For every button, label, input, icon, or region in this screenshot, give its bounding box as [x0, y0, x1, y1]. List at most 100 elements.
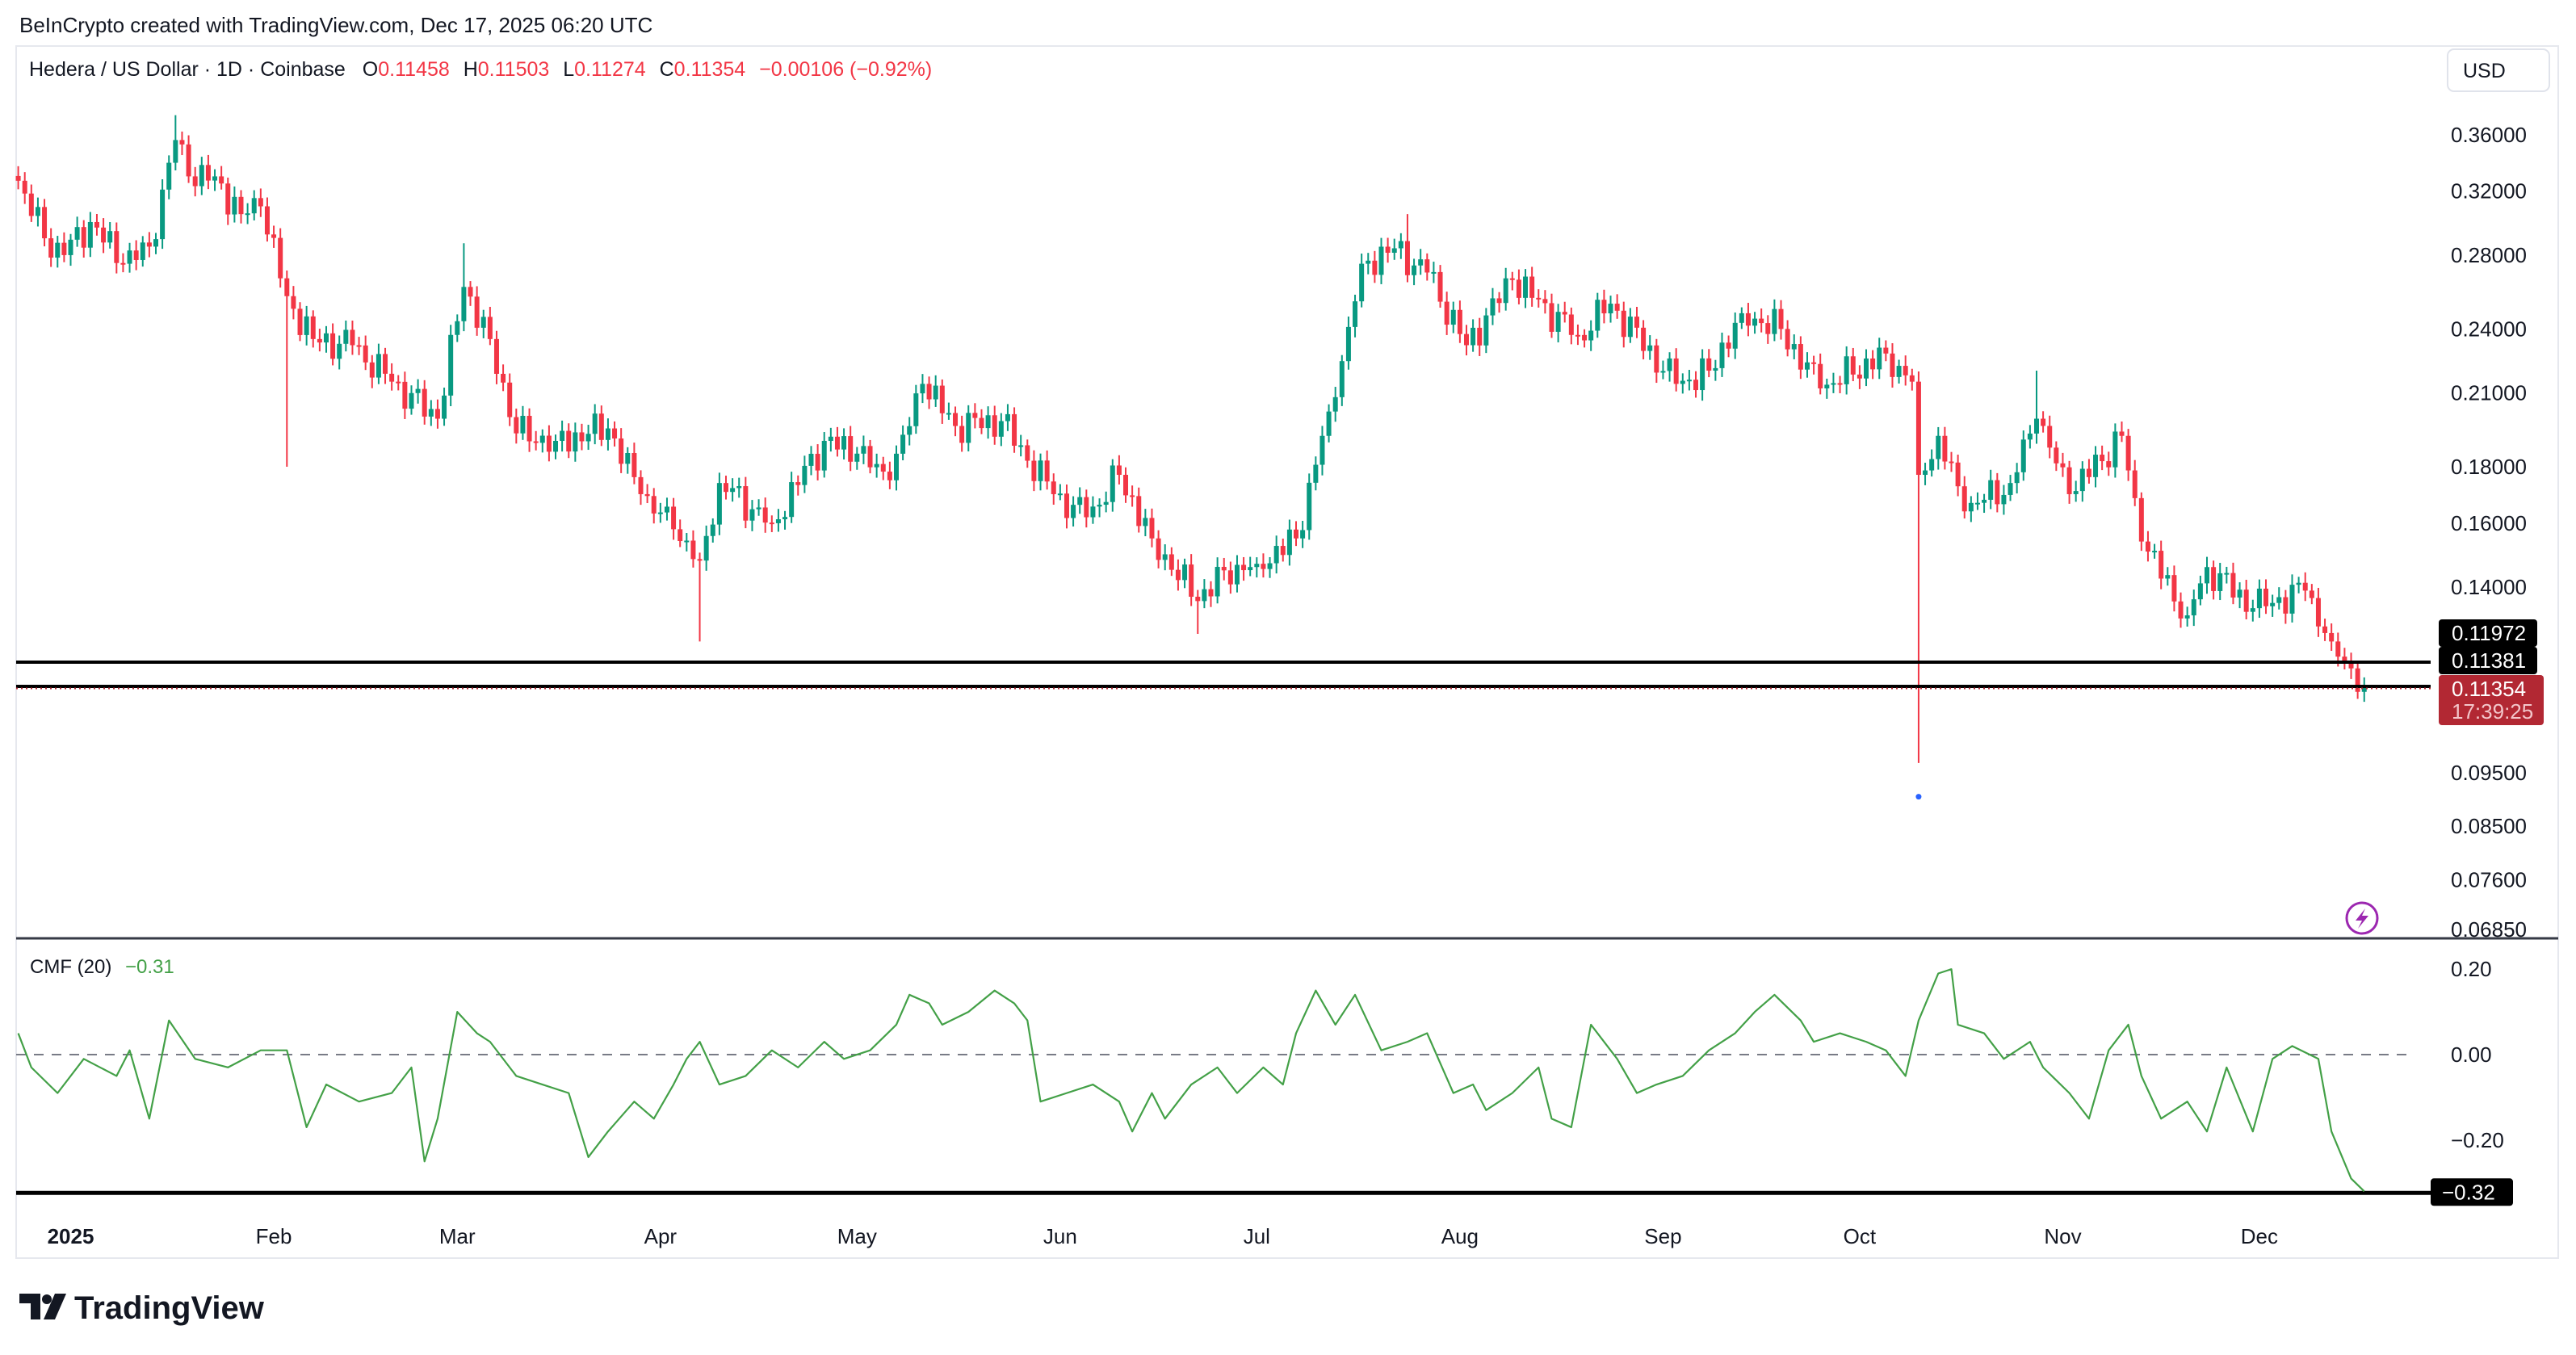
price-marker-label-box: [2439, 647, 2537, 674]
candle-body: [35, 207, 40, 216]
candle-body: [1844, 356, 1849, 384]
candle-body: [2112, 431, 2118, 468]
candle-body: [133, 250, 139, 260]
time-tick-label: Apr: [644, 1224, 678, 1248]
candle-body: [2361, 687, 2367, 692]
price-tick-label: 0.07600: [2451, 868, 2527, 892]
candle-body: [1326, 411, 1332, 436]
price-tick-label: 0.16000: [2451, 511, 2527, 535]
candle-body: [153, 239, 158, 247]
candle-body: [1313, 464, 1319, 483]
candle-body: [1588, 330, 1594, 341]
candle-body: [1791, 344, 1797, 350]
candle-body: [114, 231, 120, 263]
candle-body: [1765, 323, 1771, 334]
candle-body: [2066, 467, 2072, 494]
price-axis[interactable]: 0.36000 0.32000 0.28000 0.24000 0.21000 0.180…: [2451, 123, 2527, 942]
candle-body: [415, 388, 421, 393]
candle-body: [22, 180, 27, 194]
candle-body: [1627, 317, 1633, 338]
candle-body: [2138, 497, 2144, 542]
candle-body: [127, 250, 132, 264]
candle-body: [2256, 588, 2262, 609]
candle-body: [2355, 668, 2360, 692]
candle-body: [1555, 312, 1561, 332]
candle-body: [2243, 589, 2249, 612]
open-label: O: [363, 58, 378, 81]
candle-body: [1982, 499, 1987, 503]
candle-body: [1837, 383, 1843, 385]
candle-body: [2335, 641, 2341, 657]
candle-body: [1031, 460, 1037, 481]
close-label: C: [660, 58, 674, 81]
time-tick-label: Dec: [2241, 1224, 2278, 1248]
cmf-series-line: [17, 968, 2365, 1193]
candle-body: [651, 496, 657, 514]
candle-body: [225, 183, 231, 215]
candle-body: [2329, 632, 2335, 642]
candle-body: [474, 296, 480, 328]
candle-body: [671, 506, 677, 530]
candle-body: [2197, 583, 2203, 600]
candle-body: [1915, 381, 1921, 476]
lightning-icon[interactable]: [2345, 901, 2379, 935]
tradingview-logo[interactable]: TradingView: [19, 1290, 265, 1326]
candle-body: [1103, 501, 1109, 506]
candle-body: [880, 464, 886, 472]
open-value: 0.11458: [378, 58, 450, 81]
candle-body: [2283, 597, 2289, 614]
candle-body: [166, 162, 172, 190]
candle-body: [1168, 554, 1174, 570]
candle-body: [173, 140, 178, 163]
time-tick-label: Sep: [1644, 1224, 1681, 1248]
candle-body: [428, 409, 434, 417]
price-tick-label: 0.14000: [2451, 575, 2527, 599]
candle-body: [1818, 363, 1823, 388]
cmf-tick-label: 0.00: [2451, 1042, 2492, 1067]
candle-body: [68, 239, 73, 255]
candle-body: [284, 278, 290, 296]
candle-body: [1038, 460, 1043, 481]
cmf-axis[interactable]: 0.20 0.00 −0.20 −0.32: [16, 957, 2513, 1206]
candle-body: [1824, 384, 1830, 388]
candle-body: [1601, 300, 1607, 314]
candle-body: [1654, 345, 1659, 373]
candle-body: [887, 472, 892, 480]
time-tick-label: Oct: [1844, 1224, 1877, 1248]
candle-body: [1051, 481, 1056, 494]
candle-body: [592, 413, 598, 434]
candle-body: [1909, 375, 1915, 382]
candle-body: [579, 432, 585, 442]
candle-body: [2100, 455, 2105, 462]
candle-body: [2296, 582, 2301, 585]
candle-body: [2106, 461, 2112, 468]
candle-body: [546, 435, 552, 452]
price-tick-label: 0.24000: [2451, 317, 2527, 341]
time-axis[interactable]: 2025 Feb Mar Apr May Jun Jul Aug Sep Oct Nov Dec: [48, 1224, 2278, 1248]
candle-body: [979, 417, 984, 429]
currency-button[interactable]: USD: [2447, 48, 2550, 92]
candle-body: [1693, 380, 1699, 391]
close-value: 0.11354: [674, 58, 746, 81]
candle-body: [1215, 567, 1220, 597]
candle-body: [1752, 318, 1758, 326]
candle-body: [1044, 460, 1050, 482]
candle-body: [657, 512, 663, 514]
candle-body: [219, 176, 224, 184]
candle-body: [1412, 265, 1417, 275]
candle-body: [1582, 334, 1588, 341]
candle-body: [1496, 298, 1502, 304]
candle-body: [1208, 589, 1214, 597]
candle-body: [1444, 301, 1450, 325]
price-tick-label: 0.32000: [2451, 179, 2527, 203]
candle-body: [1189, 564, 1194, 597]
last-price-label-box: [2439, 675, 2544, 725]
candle-body: [2093, 455, 2099, 477]
candle-body: [1516, 279, 1521, 298]
candle-body: [907, 426, 913, 435]
candle-body: [1686, 380, 1692, 382]
candle-body: [1012, 413, 1017, 446]
candle-body: [468, 287, 473, 297]
